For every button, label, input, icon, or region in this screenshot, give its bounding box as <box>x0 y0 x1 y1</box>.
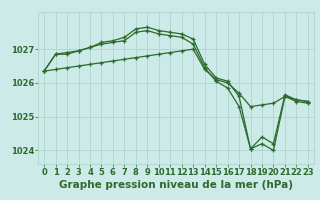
X-axis label: Graphe pression niveau de la mer (hPa): Graphe pression niveau de la mer (hPa) <box>59 180 293 190</box>
